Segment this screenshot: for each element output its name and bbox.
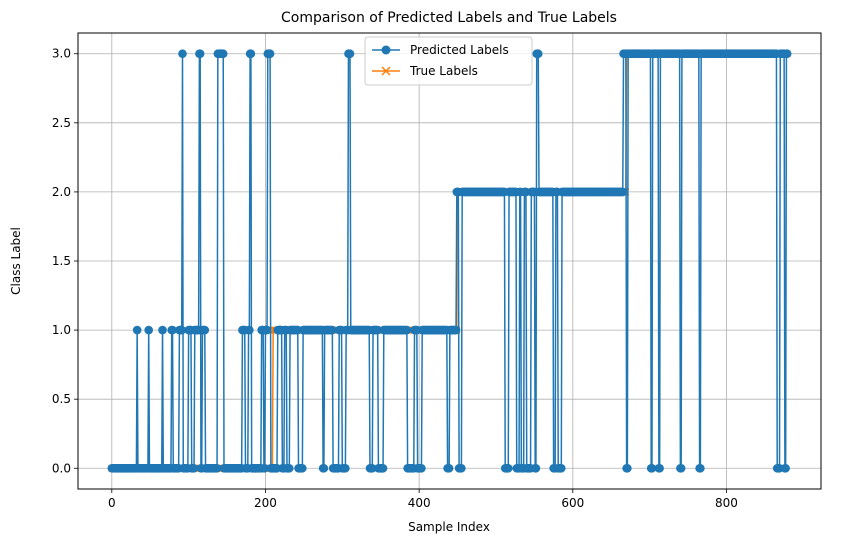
y-tick-label: 1.5 xyxy=(52,254,71,268)
y-axis-label: Class Label xyxy=(9,227,23,295)
predicted-label-point xyxy=(298,463,307,473)
predicted-label-point xyxy=(417,463,426,473)
predicted-label-point xyxy=(647,463,657,473)
predicted-label-point xyxy=(457,463,466,473)
y-tick-label: 0.0 xyxy=(52,461,71,475)
predicted-label-point xyxy=(444,463,454,473)
predicted-label-point xyxy=(781,463,790,473)
predicted-label-point xyxy=(373,325,382,335)
chart-title: Comparison of Predicted Labels and True … xyxy=(281,10,617,26)
x-axis-ticks: 0 200 400 600 800 xyxy=(108,489,738,510)
predicted-label-point xyxy=(260,463,270,473)
predicted-label-point xyxy=(132,325,142,335)
predicted-label-point xyxy=(328,325,337,335)
predicted-label-point xyxy=(676,463,686,473)
x-tick-label: 800 xyxy=(715,496,738,510)
predicted-label-point xyxy=(341,463,350,473)
legend-true-label: True Labels xyxy=(409,64,478,78)
predicted-label-point xyxy=(655,463,664,473)
predicted-label-point xyxy=(367,463,377,473)
legend-predicted-marker xyxy=(381,45,391,55)
x-tick-label: 200 xyxy=(254,496,277,510)
predicted-label-point xyxy=(144,325,153,335)
predicted-label-point xyxy=(212,463,222,473)
legend: Predicted Labels True Labels xyxy=(364,36,533,86)
predicted-label-point xyxy=(451,325,461,335)
predicted-labels-series xyxy=(107,49,792,473)
predicted-label-point xyxy=(696,463,705,473)
predicted-label-point xyxy=(168,325,177,335)
predicted-label-point xyxy=(285,463,294,473)
predicted-label-point xyxy=(178,49,187,59)
y-tick-label: 1.0 xyxy=(52,323,71,337)
y-axis-ticks: 0.0 0.5 1.0 1.5 2.0 2.5 3.0 xyxy=(52,47,78,475)
predicted-label-point xyxy=(319,463,329,473)
legend-true-marker xyxy=(381,66,391,76)
legend-predicted-label: Predicted Labels xyxy=(410,43,509,57)
y-tick-label: 2.0 xyxy=(52,185,71,199)
x-axis-label: Sample Index xyxy=(408,520,490,534)
predicted-label-point xyxy=(189,463,199,473)
predicted-label-point xyxy=(782,49,792,59)
predicted-label-point xyxy=(218,49,228,59)
predicted-label-point xyxy=(245,325,254,335)
predicted-label-point xyxy=(177,325,187,335)
predicted-label-point xyxy=(195,49,205,59)
predicted-label-point xyxy=(402,325,412,335)
predicted-label-point xyxy=(533,49,543,59)
predicted-label-point xyxy=(618,187,628,197)
predicted-label-point xyxy=(200,325,210,335)
y-tick-label: 2.5 xyxy=(52,116,71,130)
predicted-label-point xyxy=(503,463,513,473)
predicted-label-point xyxy=(557,463,566,473)
predicted-label-point xyxy=(262,325,272,335)
y-tick-label: 0.5 xyxy=(52,392,71,406)
predicted-label-point xyxy=(246,49,256,59)
predicted-label-point xyxy=(345,49,355,59)
predicted-label-point xyxy=(531,463,541,473)
x-tick-label: 600 xyxy=(561,496,584,510)
x-tick-label: 400 xyxy=(408,496,431,510)
legend-box xyxy=(364,36,533,86)
y-tick-label: 3.0 xyxy=(52,47,71,61)
predicted-label-point xyxy=(158,325,167,335)
predicted-label-point xyxy=(623,463,632,473)
predicted-label-point xyxy=(378,463,388,473)
x-tick-label: 0 xyxy=(108,496,116,510)
predicted-label-point xyxy=(265,49,275,59)
